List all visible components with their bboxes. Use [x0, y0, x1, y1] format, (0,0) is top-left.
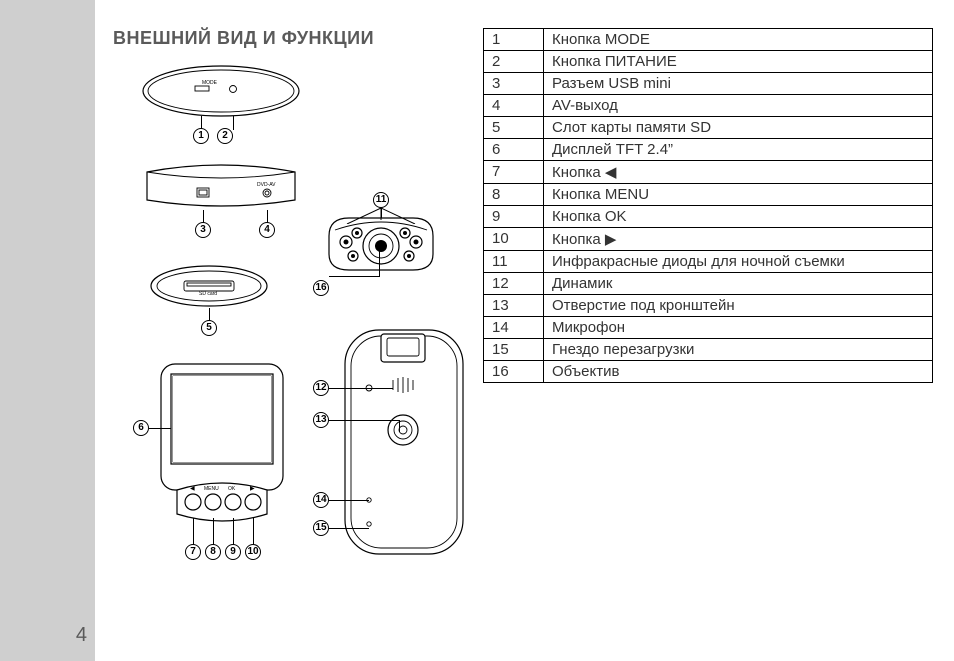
cell-label: AV-выход	[544, 95, 933, 117]
lead-14	[329, 500, 369, 501]
table-row: 4AV-выход	[484, 95, 933, 117]
cell-num: 11	[484, 251, 544, 273]
callout-14: 14	[313, 492, 329, 508]
callout-1: 1	[193, 128, 209, 144]
lead-6	[149, 428, 171, 429]
cell-label: Кнопка ▶	[544, 228, 933, 251]
lead-2	[233, 116, 234, 130]
cell-label: Кнопка MODE	[544, 29, 933, 51]
lead-7	[193, 518, 194, 546]
cell-label: Слот карты памяти SD	[544, 117, 933, 139]
parts-table-body: 1Кнопка MODE 2Кнопка ПИТАНИЕ 3Разъем USB…	[484, 29, 933, 383]
cell-label: Кнопка MENU	[544, 184, 933, 206]
cell-num: 4	[484, 95, 544, 117]
label-mode: MODE	[202, 80, 218, 86]
cell-num: 15	[484, 339, 544, 361]
callout-3: 3	[195, 222, 211, 238]
cell-num: 13	[484, 295, 544, 317]
table-row: 13Отверстие под кронштейн	[484, 295, 933, 317]
table-row: 9Кнопка OK	[484, 206, 933, 228]
cell-num: 8	[484, 184, 544, 206]
label-sd: SD card	[199, 291, 217, 297]
cell-label: Динамик	[544, 273, 933, 295]
cell-label: Разъем USB mini	[544, 73, 933, 95]
callout-2: 2	[217, 128, 233, 144]
table-row: 10Кнопка ▶	[484, 228, 933, 251]
table-row: 7Кнопка ◀	[484, 161, 933, 184]
page: 4 ВНЕШНИЙ ВИД И ФУНКЦИИ MODE 1 2	[0, 0, 954, 661]
cell-label: Дисплей TFT 2.4”	[544, 139, 933, 161]
cell-num: 1	[484, 29, 544, 51]
diagram: MODE 1 2 DVD-AV 3 4	[109, 60, 469, 640]
content-area: ВНЕШНИЙ ВИД И ФУНКЦИИ MODE 1 2	[95, 0, 954, 661]
cell-label: Объектив	[544, 361, 933, 383]
cell-num: 10	[484, 228, 544, 251]
label-ok: OK	[228, 486, 236, 492]
device-display-view: ◀ MENU OK ▶	[157, 360, 287, 540]
callout-7: 7	[185, 544, 201, 560]
lead-13b	[399, 420, 400, 432]
table-row: 5Слот карты памяти SD	[484, 117, 933, 139]
callout-8: 8	[205, 544, 221, 560]
lead-12	[329, 388, 393, 389]
cell-num: 5	[484, 117, 544, 139]
lead-9	[233, 518, 234, 546]
cell-num: 3	[484, 73, 544, 95]
cell-label: Кнопка OK	[544, 206, 933, 228]
callout-12: 12	[313, 380, 329, 396]
cell-num: 9	[484, 206, 544, 228]
cell-label: Отверстие под кронштейн	[544, 295, 933, 317]
table-row: 6Дисплей TFT 2.4”	[484, 139, 933, 161]
table-row: 16Объектив	[484, 361, 933, 383]
lead-13	[329, 420, 399, 421]
table-row: 14Микрофон	[484, 317, 933, 339]
callout-6: 6	[133, 420, 149, 436]
cell-label: Инфракрасные диоды для ночной съемки	[544, 251, 933, 273]
table-row: 12Динамик	[484, 273, 933, 295]
table-row: 15Гнездо перезагрузки	[484, 339, 933, 361]
table-row: 11Инфракрасные диоды для ночной съемки	[484, 251, 933, 273]
lead-16h	[329, 276, 379, 277]
callout-16: 16	[313, 280, 329, 296]
callout-5: 5	[201, 320, 217, 336]
cell-label: Кнопка ПИТАНИЕ	[544, 51, 933, 73]
label-right: ▶	[250, 486, 255, 492]
cell-num: 7	[484, 161, 544, 184]
callout-4: 4	[259, 222, 275, 238]
cell-label: Кнопка ◀	[544, 161, 933, 184]
parts-table: 1Кнопка MODE 2Кнопка ПИТАНИЕ 3Разъем USB…	[483, 28, 933, 383]
device-rear-view	[339, 324, 469, 560]
cell-label: Гнездо перезагрузки	[544, 339, 933, 361]
lead-8	[213, 518, 214, 546]
callout-11: 11	[373, 192, 389, 208]
device-side-view: DVD-AV	[141, 160, 301, 212]
lead-15	[329, 528, 369, 529]
table-row: 1Кнопка MODE	[484, 29, 933, 51]
label-menu: MENU	[204, 486, 219, 492]
cell-num: 6	[484, 139, 544, 161]
label-av: DVD-AV	[257, 182, 276, 188]
table-row: 2Кнопка ПИТАНИЕ	[484, 51, 933, 73]
table-row: 8Кнопка MENU	[484, 184, 933, 206]
cell-num: 14	[484, 317, 544, 339]
page-number: 4	[0, 624, 95, 647]
callout-13: 13	[313, 412, 329, 428]
cell-num: 12	[484, 273, 544, 295]
table-row: 3Разъем USB mini	[484, 73, 933, 95]
callout-10: 10	[245, 544, 261, 560]
cell-num: 16	[484, 361, 544, 383]
callout-15: 15	[313, 520, 329, 536]
lead-11-fan	[341, 208, 421, 224]
left-gutter: 4	[0, 0, 95, 661]
device-cardslot-view: SD card	[149, 264, 269, 308]
page-title: ВНЕШНИЙ ВИД И ФУНКЦИИ	[113, 28, 374, 49]
callout-9: 9	[225, 544, 241, 560]
cell-label: Микрофон	[544, 317, 933, 339]
device-top-view: MODE	[141, 64, 301, 118]
lead-16v	[379, 250, 380, 277]
label-left: ◀	[190, 486, 195, 492]
cell-num: 2	[484, 51, 544, 73]
lead-10	[253, 518, 254, 546]
